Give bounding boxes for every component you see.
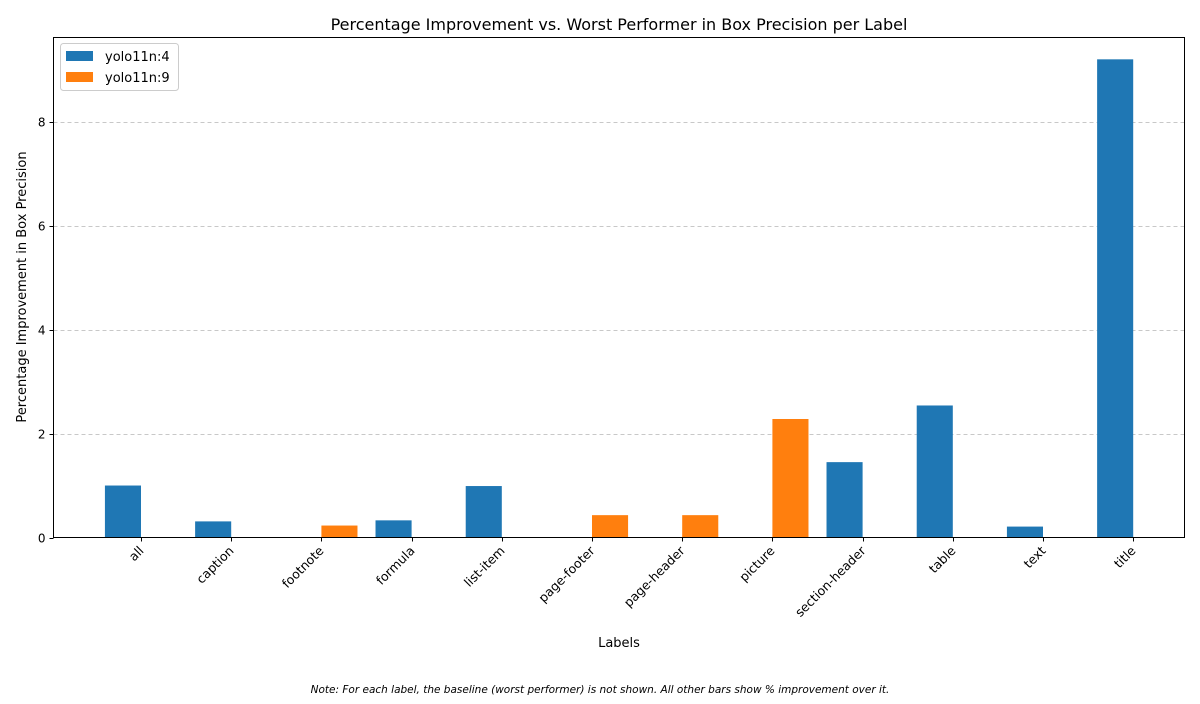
y-tick-label: 4 [38, 324, 46, 338]
bar-page-footer-yolo11n-9 [592, 515, 629, 538]
bar-all-yolo11n-4 [104, 485, 141, 538]
x-axis-label: Labels [598, 636, 640, 651]
x-tick-label: text [1021, 543, 1049, 571]
x-tick-label: footnote [279, 543, 327, 591]
x-tick-label: formula [373, 543, 418, 588]
x-tick-label: page-header [621, 542, 689, 610]
chart-title: Percentage Improvement vs. Worst Perform… [331, 15, 908, 34]
bar-text-yolo11n-4 [1006, 526, 1043, 538]
x-tick-label: page-footer [535, 542, 598, 605]
legend-label-yolo11n-9: yolo11n:9 [105, 71, 170, 86]
bar-caption-yolo11n-4 [195, 521, 232, 538]
y-axis-label: Percentage Improvement in Box Precision [15, 151, 30, 422]
legend-swatch-yolo11n-9 [66, 72, 93, 82]
bar-list-item-yolo11n-4 [465, 486, 502, 538]
legend: yolo11n:4 yolo11n:9 [60, 43, 179, 91]
legend-swatch-yolo11n-4 [66, 51, 93, 61]
bar-footnote-yolo11n-9 [321, 525, 358, 538]
y-tick-label: 6 [38, 220, 46, 234]
x-tick-label: title [1111, 543, 1139, 571]
x-tick-label: all [126, 543, 147, 564]
bar-picture-yolo11n-9 [772, 418, 809, 538]
footnote: Note: For each label, the baseline (wors… [311, 684, 890, 696]
y-tick-label: 8 [38, 116, 46, 130]
x-tick-label: table [926, 543, 959, 576]
x-tick-label: list-item [461, 543, 508, 590]
bar-formula-yolo11n-4 [375, 520, 412, 538]
bar-section-header-yolo11n-4 [826, 462, 863, 538]
plot-frame [53, 37, 1185, 538]
x-tick-label: caption [193, 543, 236, 586]
bar-page-header-yolo11n-9 [682, 515, 719, 538]
y-tick-label: 2 [38, 428, 46, 442]
y-tick-label: 0 [38, 532, 46, 546]
legend-label-yolo11n-4: yolo11n:4 [105, 50, 170, 65]
x-tick-label: picture [736, 543, 778, 585]
bar-table-yolo11n-4 [916, 405, 953, 538]
x-tick-label: section-header [792, 542, 869, 619]
bar-title-yolo11n-4 [1097, 59, 1134, 538]
